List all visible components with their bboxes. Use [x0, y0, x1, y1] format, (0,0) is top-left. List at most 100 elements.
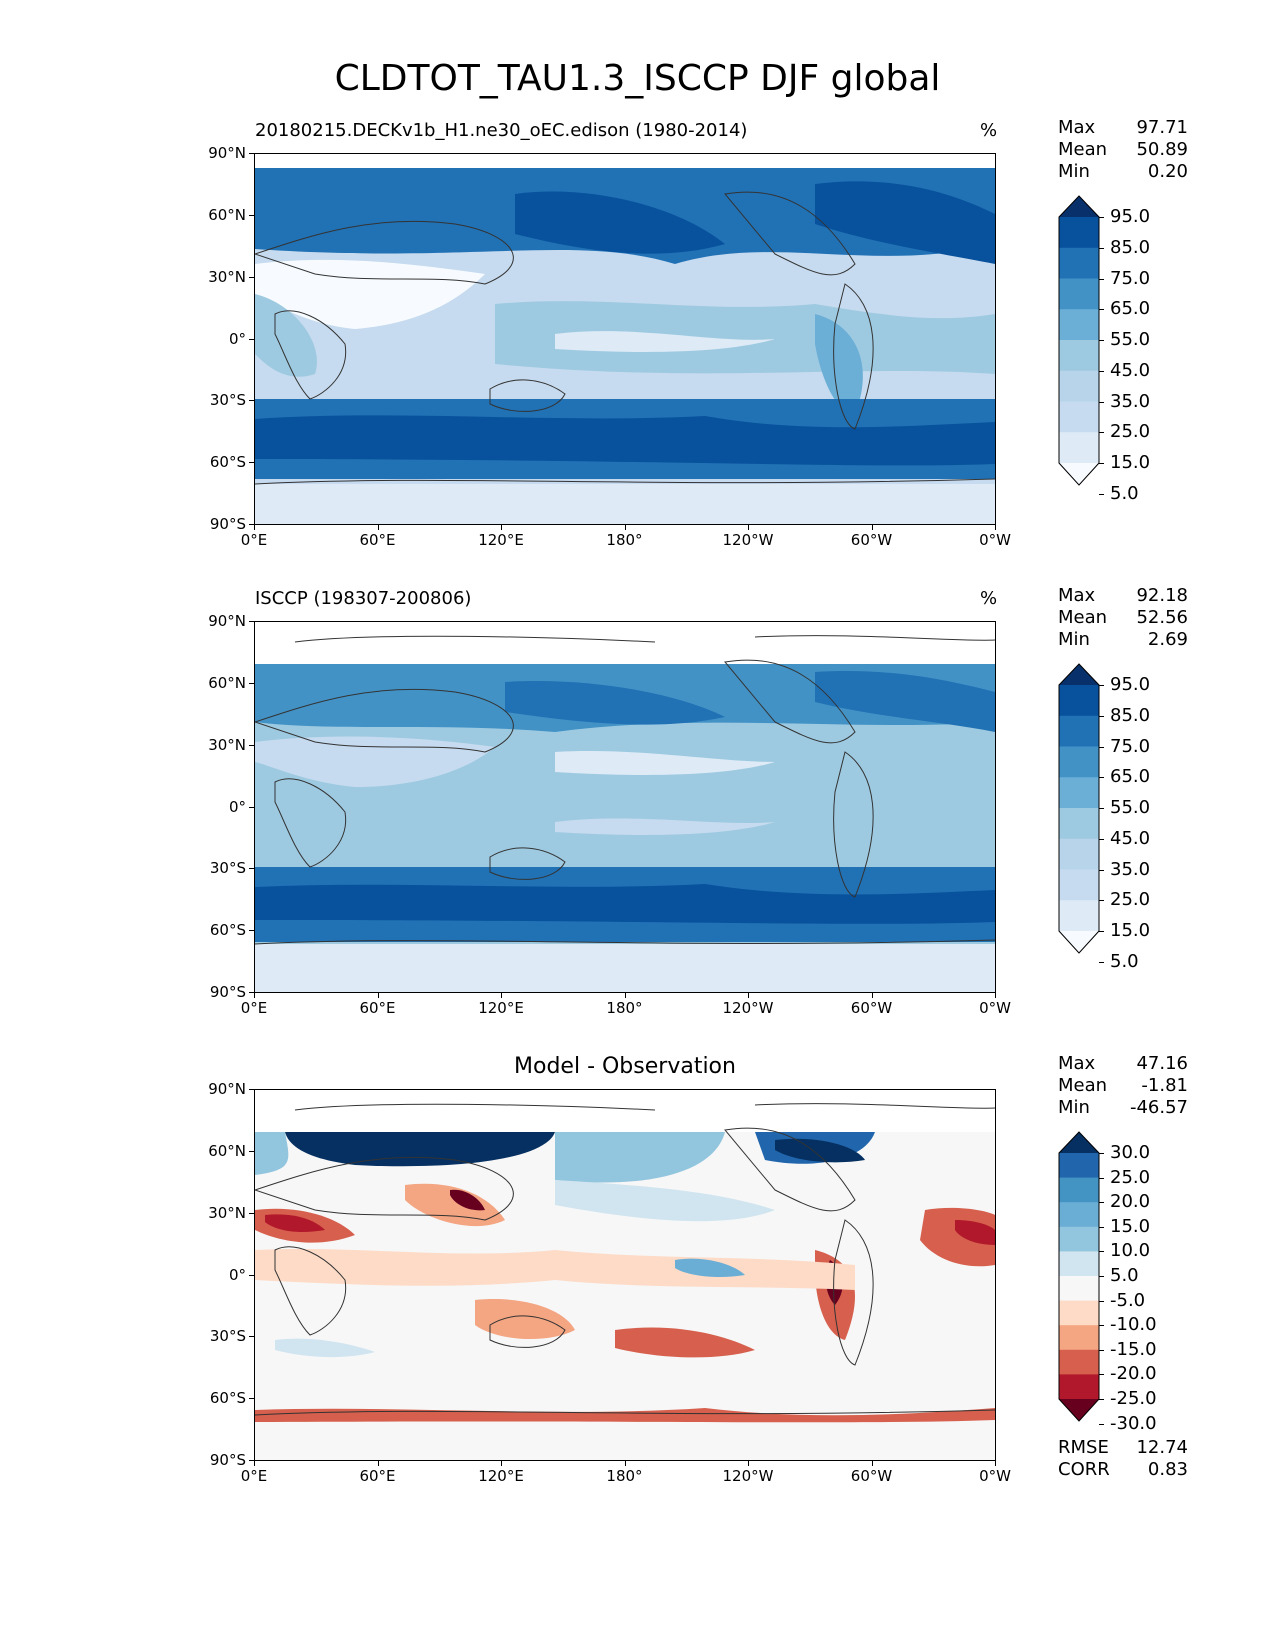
colorbar-label: 45.0: [1110, 359, 1151, 381]
colorbar-label: 55.0: [1110, 329, 1151, 350]
x-tick-label: 0°W: [979, 999, 1011, 1017]
x-tick-mark: [624, 993, 626, 998]
y-tick-mark: [249, 744, 254, 746]
colorbar-label: 25.0: [1110, 421, 1151, 443]
colorbar-tick: [1099, 432, 1104, 434]
y-tick-mark: [249, 400, 254, 402]
colorbar-tick: [1099, 685, 1104, 686]
colorbar-tick: [1099, 401, 1104, 403]
y-tick-label: 90°N: [208, 144, 246, 162]
min-value: 2.69: [1147, 629, 1188, 650]
x-tick-mark: [501, 525, 502, 530]
y-tick-label: 90°S: [209, 1451, 246, 1469]
min-label: Min: [1058, 161, 1090, 182]
x-tick-label: 0°W: [979, 1467, 1011, 1485]
colorbar-segment: [1059, 1276, 1099, 1302]
y-tick-label: 30°N: [208, 267, 246, 286]
x-tick-label: 60°E: [359, 531, 396, 549]
y-tick-mark: [249, 621, 254, 622]
x-tick-label: 0°E: [240, 1467, 268, 1485]
y-tick-mark: [249, 462, 254, 464]
x-tick-label: 60°W: [850, 999, 893, 1017]
x-tick-mark: [748, 525, 749, 530]
y-tick-label: 30°S: [209, 1327, 246, 1346]
y-tick-label: 30°S: [209, 859, 246, 878]
colorbar-segment: [1059, 309, 1099, 341]
x-tick-label: 120°E: [478, 531, 524, 549]
colorbar-extend-bottom: [1059, 931, 1099, 953]
colorbar-segment: [1059, 1202, 1099, 1228]
map-model: [254, 153, 996, 525]
x-tick-mark: [871, 525, 873, 530]
colorbar-label: 25.0: [1110, 1166, 1151, 1188]
colorbar-tick: [1099, 931, 1104, 932]
y-tick-label: 90°N: [208, 1080, 246, 1098]
y-tick-mark: [249, 1274, 254, 1276]
y-tick-mark: [249, 806, 254, 808]
rmse-value: 12.74: [1136, 1437, 1188, 1458]
colorbar-segment: [1059, 432, 1099, 464]
stats-difference: Max 47.16 Mean -1.81 Min -46.57: [1058, 1053, 1188, 1119]
colorbar-label: 65.0: [1110, 298, 1151, 320]
x-tick-mark: [501, 993, 502, 998]
y-tick-label: 0°: [228, 329, 246, 348]
max-value: 47.16: [1136, 1053, 1188, 1074]
max-label: Max: [1058, 117, 1096, 138]
x-tick-label: 60°W: [850, 1467, 893, 1485]
colorbar-segment: [1059, 900, 1099, 932]
colorbar-label: -10.0: [1110, 1314, 1157, 1336]
x-tick-label: 60°W: [850, 531, 893, 549]
map-observation: [254, 621, 996, 993]
panel-units: %: [980, 588, 998, 609]
panel-title-center: Model - Observation: [514, 1054, 736, 1079]
colorbar-extend-bottom: [1059, 1399, 1099, 1421]
colorbar-segment: [1059, 746, 1099, 778]
x-tick-label: 0°E: [240, 531, 268, 549]
colorbar: [1058, 663, 1100, 954]
min-label: Min: [1058, 629, 1090, 650]
stats-observation: Max 92.18 Mean 52.56 Min 2.69: [1058, 585, 1188, 651]
colorbar-segment: [1059, 869, 1099, 901]
mean-label: Mean: [1058, 607, 1108, 628]
colorbar-extend-top: [1059, 1132, 1099, 1153]
y-tick-label: 60°S: [209, 453, 246, 472]
colorbar-tick: [1099, 900, 1104, 902]
colorbar-label: 55.0: [1110, 797, 1151, 818]
y-tick-label: 30°N: [208, 1203, 246, 1222]
colorbar-label: 35.0: [1110, 858, 1151, 880]
y-tick-mark: [249, 1089, 254, 1090]
y-tick-mark: [249, 1460, 254, 1461]
y-tick-mark: [249, 1150, 254, 1152]
x-tick-label: 120°W: [722, 531, 774, 549]
colorbar-extend-bottom: [1059, 463, 1099, 485]
colorbar-tick: [1099, 777, 1104, 779]
colorbar-label: 15.0: [1110, 1215, 1151, 1237]
colorbar-tick: [1099, 1300, 1104, 1302]
y-tick-mark: [249, 930, 254, 932]
panel-title-left: 20180215.DECKv1b_H1.ne30_oEC.edison (198…: [255, 120, 748, 141]
colorbar-segment: [1059, 715, 1099, 747]
colorbar-segment: [1059, 278, 1099, 310]
y-tick-label: 30°N: [208, 735, 246, 754]
colorbar-tick: [1099, 1374, 1104, 1376]
colorbar: [1058, 1131, 1100, 1422]
mean-value: -1.81: [1141, 1075, 1188, 1096]
colorbar-label: 15.0: [1110, 920, 1151, 941]
colorbar-tick: [1099, 1325, 1104, 1327]
x-tick-mark: [995, 1461, 996, 1466]
x-tick-mark: [871, 993, 873, 998]
x-tick-label: 0°W: [979, 531, 1011, 549]
x-tick-mark: [748, 993, 749, 998]
x-tick-label: 180°: [606, 531, 643, 549]
colorbar-label: -5.0: [1110, 1289, 1146, 1311]
y-tick-mark: [249, 992, 254, 993]
map-difference: [254, 1089, 996, 1461]
colorbar-tick: [1099, 340, 1104, 341]
colorbar-label: 85.0: [1110, 704, 1151, 726]
colorbar: [1058, 195, 1100, 486]
y-tick-label: 60°N: [208, 1141, 246, 1160]
y-tick-mark: [249, 338, 254, 340]
colorbar-tick: [1099, 715, 1104, 717]
x-tick-mark: [377, 1461, 379, 1466]
colorbar-tick: [1099, 1399, 1104, 1400]
